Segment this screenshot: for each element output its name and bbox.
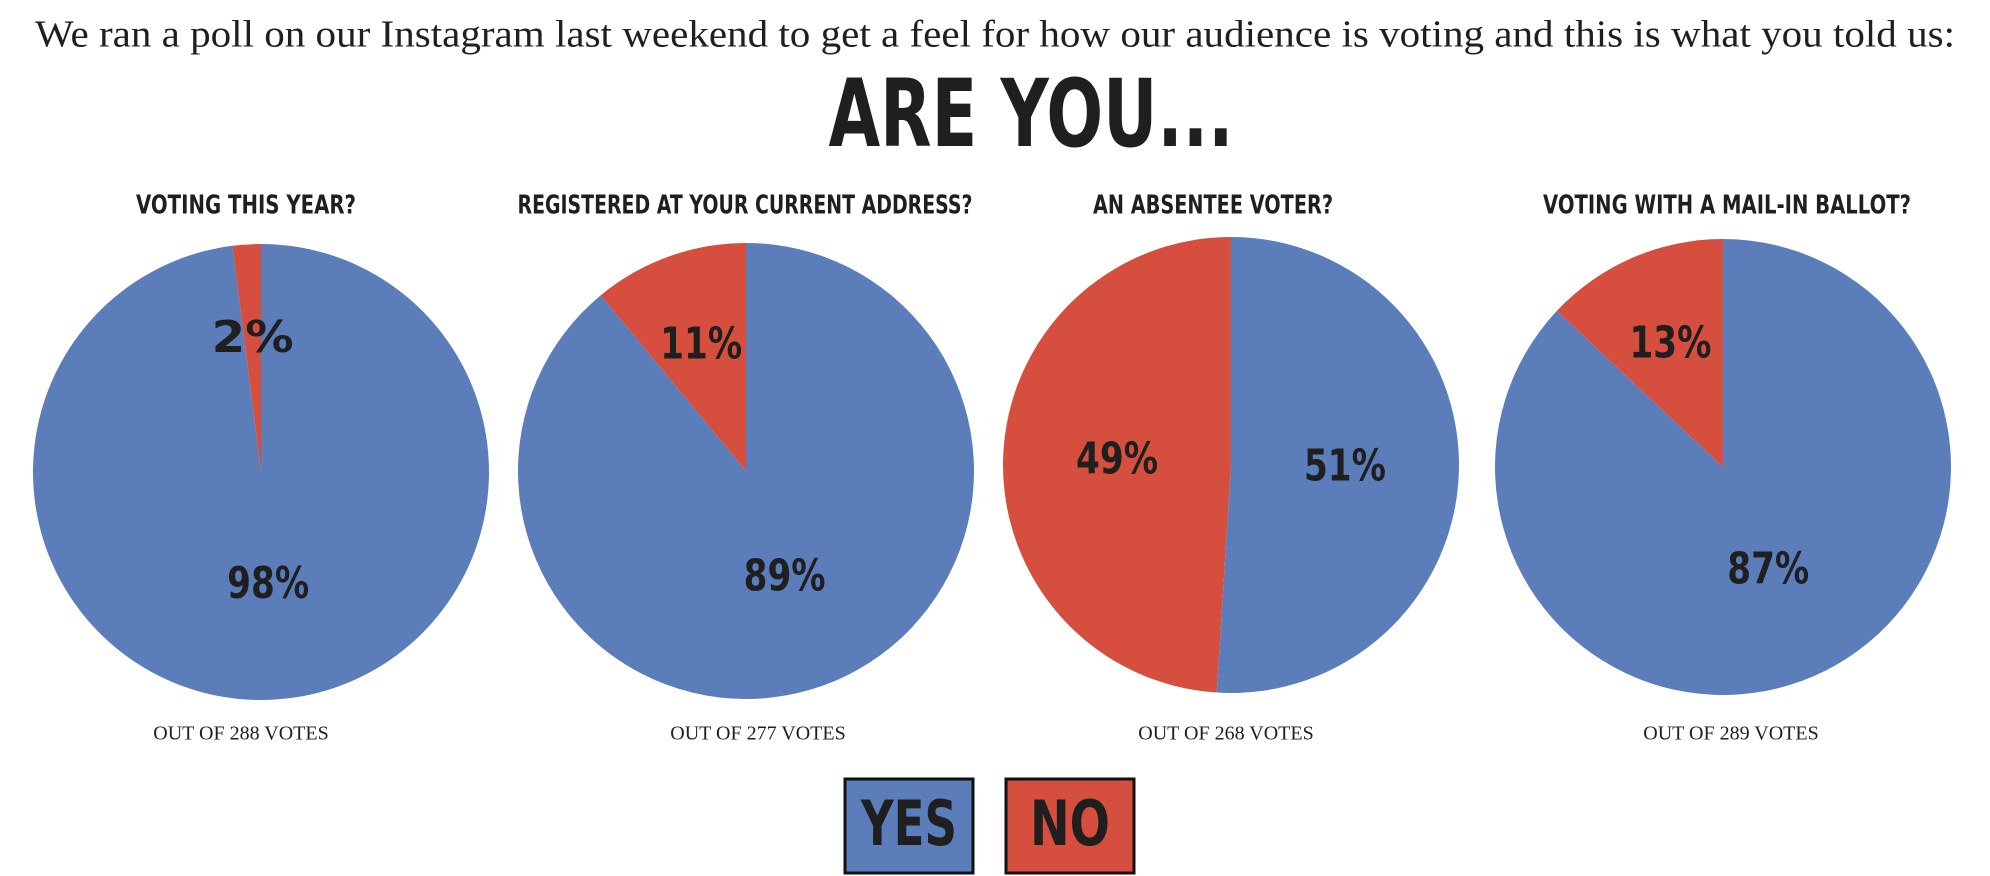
pie-title: AN ABSENTEE VOTER? [1093, 191, 1333, 221]
legend-label: YES [860, 787, 957, 860]
pie-slice [600, 243, 746, 471]
slice-label: 98% [227, 558, 309, 609]
vote-count: OUT OF 277 VOTES [670, 723, 845, 745]
heading: ARE YOU... [829, 60, 1234, 169]
slice-label: 11% [660, 319, 742, 370]
pie-slice [33, 244, 490, 700]
slice-label: 51% [1304, 441, 1386, 492]
pie-slice [232, 244, 261, 472]
pie-title: VOTING WITH A MAIL-IN BALLOT? [1543, 191, 1911, 221]
slice-label: 49% [1076, 433, 1158, 484]
vote-count: OUT OF 289 VOTES [1643, 723, 1818, 745]
pie-title: VOTING THIS YEAR? [136, 191, 356, 221]
pie-title: REGISTERED AT YOUR CURRENT ADDRESS? [518, 191, 973, 221]
pie-slice [1002, 237, 1231, 693]
slice-label: 13% [1629, 318, 1711, 369]
pie-slice [1216, 237, 1459, 693]
vote-count: OUT OF 268 VOTES [1138, 723, 1313, 745]
slice-label: 87% [1727, 544, 1809, 595]
pie-slice [1556, 239, 1723, 467]
legend-label: NO [1030, 787, 1110, 860]
slice-label: 2% [212, 312, 294, 363]
slice-label: 89% [744, 550, 826, 601]
intro-text: We ran a poll on our Instagram last week… [35, 14, 1955, 56]
legend-swatch [1004, 777, 1136, 875]
vote-count: OUT OF 288 VOTES [153, 723, 328, 745]
legend-swatch [843, 777, 975, 875]
